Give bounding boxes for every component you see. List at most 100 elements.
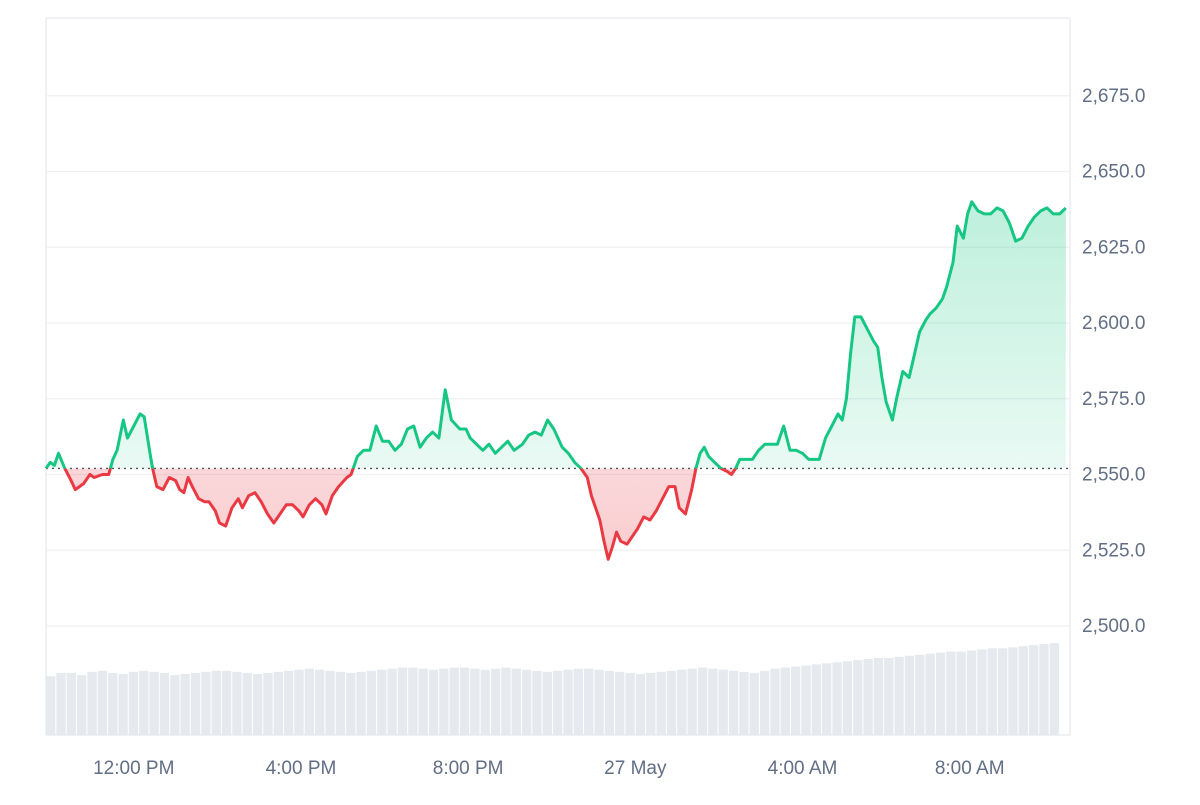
volume-bar [283,670,294,735]
x-tick-label: 4:00 AM [768,758,838,779]
volume-bar [387,668,397,735]
volume-bar [801,665,811,735]
volume-bar [573,668,584,735]
volume-bar [490,668,501,735]
volume-bar [728,670,739,735]
volume-bar [997,648,1008,735]
volume-bar [718,669,728,735]
volume-bar [625,672,635,735]
y-axis: 2,500.0 2,525.0 2,550.0 2,575.0 2,600.0 2,625… [1082,86,1145,637]
y-tick-label: 2,600.0 [1082,313,1145,334]
volume-bar [439,668,449,735]
volume-bar [759,670,770,735]
y-tick-label: 2,550.0 [1082,465,1145,486]
volume-bar [811,664,822,735]
volume-bar [211,670,221,735]
volume-bar [221,670,232,735]
y-tick-label: 2,625.0 [1082,237,1145,258]
volume-bar [832,662,842,735]
volume-bar [428,669,439,735]
volume-bar [656,671,666,735]
volume-bar [697,667,708,735]
volume-bar [56,672,66,735]
volume-bar [418,668,428,735]
volume-bar [1039,644,1049,735]
volume-bar [966,650,977,735]
volume-bar [1049,642,1059,735]
volume-bar [666,670,677,735]
volume-bar [615,671,625,735]
volume-bar [397,667,408,735]
volume-bar [346,672,356,735]
y-tick-label: 2,675.0 [1082,86,1145,107]
x-tick-label: 8:00 PM [433,758,504,779]
volume-bar [915,654,925,735]
volume-bar [935,652,946,735]
volume-bar [170,675,180,735]
volume-bar [87,671,97,735]
y-tick-label: 2,575.0 [1082,389,1145,410]
volume-bar [470,668,480,735]
volume-bar [201,671,211,735]
y-tick-label: 2,650.0 [1082,162,1145,183]
volume-bar [118,674,128,735]
x-tick-label: 12:00 PM [93,758,174,779]
volume-bar [97,670,108,735]
volume-bar [925,653,935,735]
volume-bar [366,670,377,735]
area-below-baseline [64,468,736,560]
volume-bar [263,672,273,735]
volume-bar [553,670,563,735]
price-line[interactable] [44,200,1067,561]
volume-bar [159,672,170,735]
volume-bar [449,667,459,735]
volume-bar [822,663,832,735]
volume-bar [594,669,604,735]
volume-bar [687,668,697,735]
volume-bar [294,669,304,735]
x-axis: 12:00 PM 4:00 PM 8:00 PM 27 May 4:00 AM 8:00 … [93,758,1004,779]
volume-bar [304,668,315,735]
x-tick-label: 4:00 PM [266,758,337,779]
volume-bar [780,667,790,735]
volume-bar [511,668,521,735]
volume-bar [315,669,325,735]
volume-bar [459,667,470,735]
area-above-baseline [46,201,1066,469]
volume-bar [46,676,56,735]
price-line-down [46,468,738,561]
volume-bar [739,671,749,735]
volume-bar [1028,645,1039,735]
y-tick-label: 2,500.0 [1082,616,1145,637]
volume-bar [325,670,335,735]
volume-bar [635,674,646,735]
volume-bar [252,674,263,735]
volume-bar [542,671,552,735]
volume-bar [646,672,656,735]
price-area [46,201,1066,560]
volume-bar [180,674,190,735]
volume-bar [790,666,801,735]
x-tick-label: 27 May [604,758,667,779]
volume-bar [139,670,149,735]
volume-bar [521,669,532,735]
volume-bar [242,672,252,735]
volume-bar [335,671,346,735]
volume-bar [987,648,997,735]
volume-bar [946,651,956,735]
volume-bar [66,672,77,735]
volume-bar [977,649,987,735]
volume-bar [708,668,718,735]
volume-bar [356,671,366,735]
volume-bar [480,669,490,735]
volume-bar [532,670,542,735]
volume-bar [149,671,159,735]
volume-bar [1018,646,1028,735]
x-tick-label: 8:00 AM [935,758,1005,779]
volume-bar [863,659,873,735]
volume-bar [273,671,283,735]
volume-bar [563,669,573,735]
volume-bar [232,671,242,735]
